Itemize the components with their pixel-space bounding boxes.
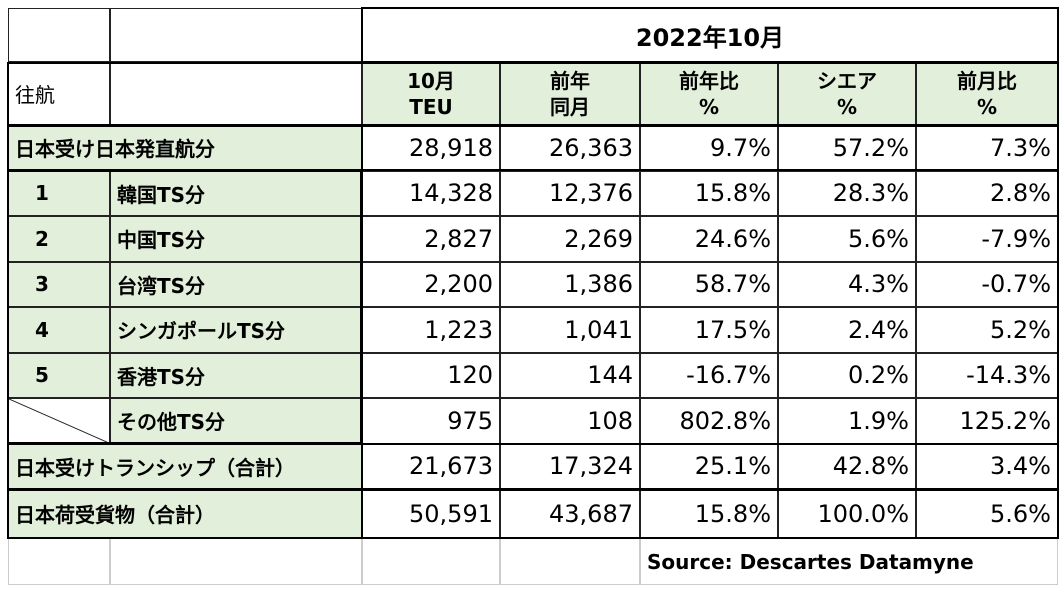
value: 144 xyxy=(500,352,640,398)
value: 24.6% xyxy=(640,216,778,262)
value: 120 xyxy=(362,352,500,398)
blank-cell xyxy=(110,538,362,585)
value: 100.0% xyxy=(778,489,916,538)
column-header-line: % xyxy=(976,94,998,119)
value: 12,376 xyxy=(500,170,640,216)
row-label: その他TS分 xyxy=(110,398,362,444)
value: -0.7% xyxy=(916,261,1058,307)
column-header: 前年 同月 xyxy=(500,62,640,125)
value: 802.8% xyxy=(640,398,778,444)
rank: 5 xyxy=(8,352,110,398)
diagonal-cell xyxy=(8,398,110,444)
blank-cell xyxy=(500,538,640,585)
value: -7.9% xyxy=(916,216,1058,262)
value: 5.6% xyxy=(916,489,1058,538)
value: 3.4% xyxy=(916,443,1058,489)
column-header: シエア% xyxy=(778,62,916,125)
rank: 4 xyxy=(8,307,110,353)
column-header-line: 10月 xyxy=(407,68,455,93)
column-header-line: 同月 xyxy=(550,94,590,119)
blank-cell xyxy=(8,8,110,62)
value: 125.2% xyxy=(916,398,1058,444)
value: 15.8% xyxy=(640,170,778,216)
period: 2022年10月 xyxy=(362,8,1058,62)
value: 1,041 xyxy=(500,307,640,353)
value: 4.3% xyxy=(778,261,916,307)
value: -16.7% xyxy=(640,352,778,398)
value: 25.1% xyxy=(640,443,778,489)
column-header: 10月 TEU xyxy=(362,62,500,125)
rank: 1 xyxy=(8,170,110,216)
row-label: 日本受け日本発直航分 xyxy=(8,125,362,171)
value: 108 xyxy=(500,398,640,444)
value: 21,673 xyxy=(362,443,500,489)
value: 14,328 xyxy=(362,170,500,216)
rank: 2 xyxy=(8,216,110,262)
column-header-line: % xyxy=(698,94,720,119)
blank-cell xyxy=(110,62,362,125)
value: 50,591 xyxy=(362,489,500,538)
value: 0.2% xyxy=(778,352,916,398)
value: -14.3% xyxy=(916,352,1058,398)
value: 1,386 xyxy=(500,261,640,307)
row-label: シンガポールTS分 xyxy=(110,307,362,353)
blank-cell xyxy=(8,538,110,585)
row-label: 日本荷受貨物（合計） xyxy=(8,489,362,538)
row-label: 韓国TS分 xyxy=(110,170,362,216)
value: 42.8% xyxy=(778,443,916,489)
row-label: 台湾TS分 xyxy=(110,261,362,307)
column-header-line: 前月比 xyxy=(957,68,1017,93)
value: 17.5% xyxy=(640,307,778,353)
value: 43,687 xyxy=(500,489,640,538)
blank-cell xyxy=(362,538,500,585)
value: 15.8% xyxy=(640,489,778,538)
value: 1.9% xyxy=(778,398,916,444)
value: 2.8% xyxy=(916,170,1058,216)
value: 1,223 xyxy=(362,307,500,353)
row-label: 香港TS分 xyxy=(110,352,362,398)
value: 2,200 xyxy=(362,261,500,307)
source: Source: Descartes Datamyne xyxy=(640,538,1058,585)
diagonal xyxy=(9,399,109,443)
value: 57.2% xyxy=(778,125,916,171)
value: 7.3% xyxy=(916,125,1058,171)
column-header-line: 前年比 xyxy=(679,68,739,93)
column-header-line: TEU xyxy=(409,94,453,119)
value: 5.6% xyxy=(778,216,916,262)
value: 2,269 xyxy=(500,216,640,262)
blank-cell xyxy=(110,8,362,62)
value: 26,363 xyxy=(500,125,640,171)
row-label: 日本受けトランシップ（合計） xyxy=(8,443,362,489)
value: 28,918 xyxy=(362,125,500,171)
column-header: 前月比% xyxy=(916,62,1058,125)
value: 975 xyxy=(362,398,500,444)
column-header-line: 前年 xyxy=(550,68,590,93)
column-header-line: % xyxy=(836,94,858,119)
row-label: 中国TS分 xyxy=(110,216,362,262)
value: 17,324 xyxy=(500,443,640,489)
value: 2,827 xyxy=(362,216,500,262)
value: 9.7% xyxy=(640,125,778,171)
value: 58.7% xyxy=(640,261,778,307)
rank: 3 xyxy=(8,261,110,307)
route: 往航 xyxy=(8,62,110,125)
value: 2.4% xyxy=(778,307,916,353)
value: 28.3% xyxy=(778,170,916,216)
column-header: 前年比% xyxy=(640,62,778,125)
value: 5.2% xyxy=(916,307,1058,353)
column-header-line: シエア xyxy=(817,68,877,93)
